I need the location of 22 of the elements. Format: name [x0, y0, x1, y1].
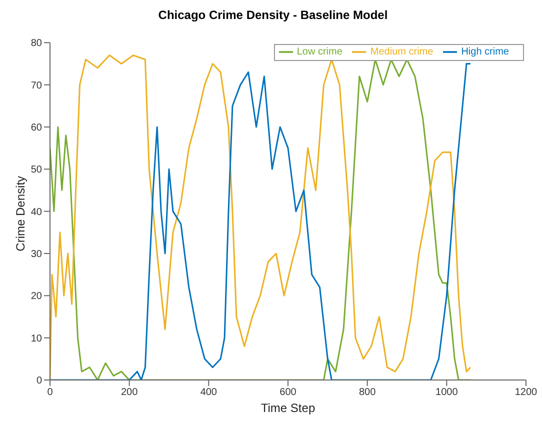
- y-tick-label: 40: [30, 206, 42, 218]
- y-tick-label: 80: [30, 38, 42, 50]
- y-tick-label: 20: [30, 291, 42, 302]
- x-tick-label: 600: [280, 387, 297, 398]
- x-tick-label: 200: [120, 387, 138, 398]
- y-tick-label: 60: [30, 122, 42, 134]
- y-tick-label: 50: [30, 164, 42, 176]
- x-tick-label: 1000: [436, 387, 458, 398]
- legend-label: High crime: [461, 46, 509, 58]
- legend-label: Medium crime: [370, 46, 434, 58]
- y-tick-label: 30: [30, 249, 42, 260]
- x-tick-label: 400: [200, 387, 218, 398]
- y-tick-label: 0: [36, 376, 42, 387]
- chart-title: Chicago Crime Density - Baseline Model: [157, 8, 389, 22]
- x-axis-title: Time Step: [260, 401, 316, 415]
- y-tick-label: 70: [30, 80, 42, 92]
- x-tick-label: 800: [358, 387, 376, 398]
- x-tick-label: 0: [47, 387, 54, 398]
- legend-label: Low crime: [296, 46, 342, 58]
- y-tick-label: 10: [30, 333, 42, 344]
- y-axis-title: Crime Density: [13, 176, 28, 252]
- x-tick-label: 1200: [514, 387, 538, 398]
